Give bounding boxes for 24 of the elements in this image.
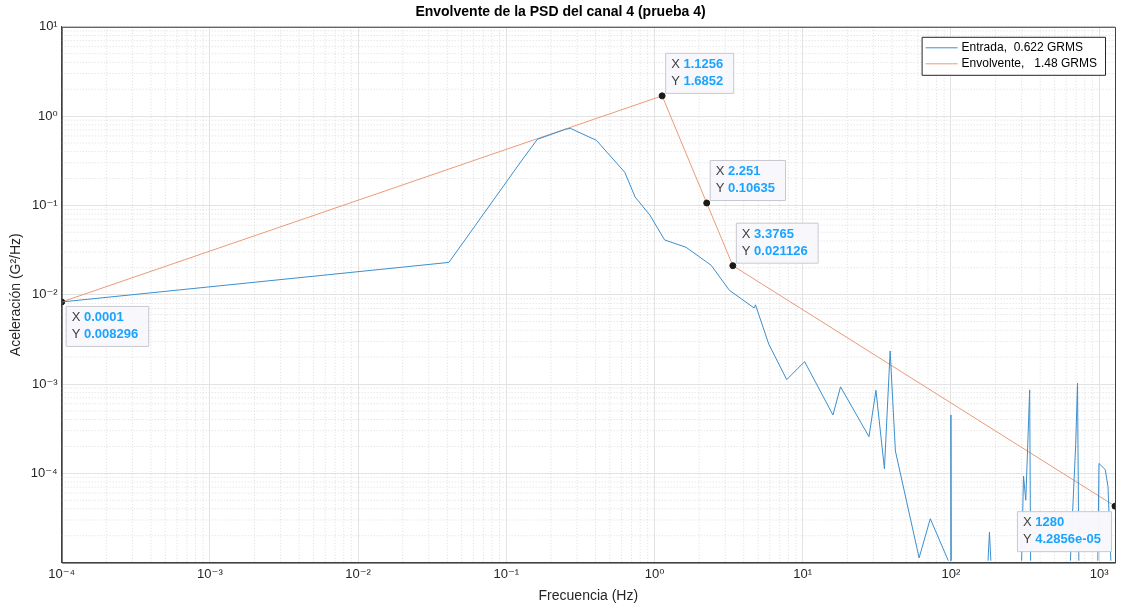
x-tick-label: 10¹ [793,565,813,581]
annotation: X 0.0001 Y 0.008296 [71,308,139,341]
y-axis-title: Aceleración (G²/Hz) [7,233,24,357]
annotation: X 1280 Y 4.2856e-05 [1022,514,1101,547]
x-tick-label: 10³ [1089,565,1110,581]
annotation: X 1.1256 Y 1.6852 [671,55,724,88]
y-tick-label: 10⁰ [38,107,58,123]
x-tick-label: 10⁻⁴ [48,565,76,581]
y-tick-label: 10¹ [38,18,59,34]
legend-label: Entrada, 0.622 GRMS [961,40,1084,55]
y-tick-label: 10⁻² [32,286,59,302]
x-axis-title: Frecuencia (Hz) [538,587,639,604]
x-tick-label: 10² [941,565,961,581]
y-tick-label: 10⁻¹ [32,196,59,212]
legend-label: Envolvente, 1.48 GRMS [961,56,1098,71]
chart-title: Envolvente de la PSD del canal 4 (prueba 4) [415,3,706,20]
x-tick-label: 10⁰ [644,565,665,581]
x-tick-label: 10⁻² [345,565,372,581]
x-tick-label: 10⁻¹ [493,565,520,581]
annotation: X 3.3765 Y 0.021126 [741,225,808,258]
x-tick-label: 10⁻³ [197,565,224,581]
y-tick-label: 10⁻⁴ [30,464,58,480]
y-tick-label: 10⁻³ [32,375,59,391]
annotation: X 2.251 Y 0.10635 [715,163,776,196]
